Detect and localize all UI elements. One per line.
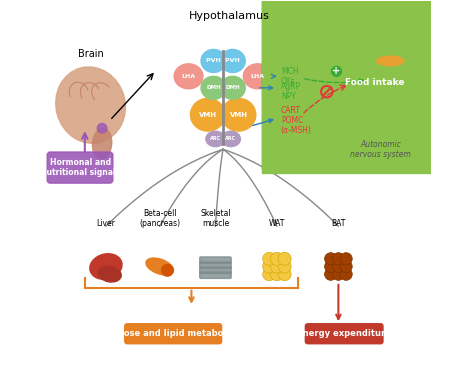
- Text: CART
POMC
(α-MSH): CART POMC (α-MSH): [280, 106, 311, 135]
- Circle shape: [262, 268, 275, 281]
- FancyBboxPatch shape: [199, 257, 231, 264]
- Text: BAT: BAT: [330, 219, 345, 228]
- Text: WAT: WAT: [268, 219, 285, 228]
- FancyBboxPatch shape: [305, 324, 382, 344]
- Ellipse shape: [174, 64, 202, 89]
- Text: Brain: Brain: [78, 49, 103, 59]
- Ellipse shape: [376, 40, 403, 55]
- Text: PVH  PVH: PVH PVH: [206, 58, 239, 63]
- FancyBboxPatch shape: [47, 152, 113, 183]
- FancyBboxPatch shape: [125, 324, 221, 344]
- Ellipse shape: [200, 50, 226, 72]
- Ellipse shape: [243, 64, 271, 89]
- Circle shape: [270, 252, 283, 265]
- Ellipse shape: [161, 265, 173, 276]
- Ellipse shape: [221, 98, 255, 131]
- Ellipse shape: [56, 67, 125, 143]
- Circle shape: [339, 268, 351, 280]
- FancyArrowPatch shape: [161, 220, 164, 224]
- Text: Beta-cell
(pancreas): Beta-cell (pancreas): [139, 209, 180, 228]
- Circle shape: [332, 268, 344, 280]
- Circle shape: [278, 252, 290, 265]
- Circle shape: [270, 268, 283, 281]
- Ellipse shape: [220, 76, 245, 99]
- Ellipse shape: [200, 76, 226, 99]
- Ellipse shape: [206, 131, 225, 147]
- Text: +: +: [332, 66, 340, 76]
- Ellipse shape: [190, 98, 225, 131]
- Text: ARC: ARC: [225, 137, 236, 141]
- FancyArrowPatch shape: [336, 285, 340, 319]
- Circle shape: [339, 260, 351, 273]
- Ellipse shape: [92, 128, 111, 159]
- Ellipse shape: [376, 56, 403, 66]
- Circle shape: [332, 260, 344, 273]
- Text: LHA: LHA: [181, 74, 195, 79]
- FancyArrowPatch shape: [271, 74, 275, 78]
- FancyBboxPatch shape: [262, 0, 476, 173]
- Text: Energy expenditure: Energy expenditure: [297, 329, 390, 338]
- Ellipse shape: [97, 123, 107, 133]
- FancyBboxPatch shape: [199, 267, 231, 274]
- FancyArrowPatch shape: [272, 220, 275, 224]
- Circle shape: [324, 268, 336, 280]
- FancyArrowPatch shape: [189, 290, 193, 302]
- Text: Hormonal and
nutritional signals: Hormonal and nutritional signals: [40, 158, 119, 177]
- Text: DMH: DMH: [206, 86, 220, 90]
- Ellipse shape: [98, 266, 121, 282]
- Circle shape: [339, 253, 351, 265]
- Text: Food intake: Food intake: [345, 77, 404, 87]
- FancyBboxPatch shape: [199, 262, 231, 269]
- FancyBboxPatch shape: [344, 72, 405, 92]
- Circle shape: [278, 260, 290, 273]
- Circle shape: [324, 260, 336, 273]
- FancyBboxPatch shape: [262, 0, 476, 168]
- Ellipse shape: [220, 50, 245, 72]
- Text: LHA: LHA: [250, 74, 264, 79]
- Circle shape: [262, 252, 275, 265]
- Text: Skeletal
muscle: Skeletal muscle: [200, 209, 230, 228]
- Text: VMH: VMH: [198, 112, 216, 118]
- Text: MCH
OXs: MCH OXs: [280, 67, 298, 86]
- Text: Hypothalamus: Hypothalamus: [188, 11, 269, 21]
- FancyArrowPatch shape: [332, 221, 335, 224]
- Ellipse shape: [89, 254, 122, 279]
- FancyBboxPatch shape: [199, 272, 231, 278]
- Circle shape: [278, 268, 290, 281]
- FancyArrowPatch shape: [252, 119, 272, 125]
- Circle shape: [331, 66, 341, 76]
- Text: DMH: DMH: [225, 86, 239, 90]
- Ellipse shape: [146, 258, 173, 275]
- Ellipse shape: [221, 131, 240, 147]
- Circle shape: [262, 260, 275, 273]
- Text: Glucose and lipid metabolism: Glucose and lipid metabolism: [103, 329, 243, 338]
- Circle shape: [324, 253, 336, 265]
- Text: Liver: Liver: [96, 219, 115, 228]
- Circle shape: [332, 253, 344, 265]
- FancyArrowPatch shape: [214, 220, 217, 223]
- FancyArrowPatch shape: [108, 221, 112, 224]
- Text: AgRP
NPY: AgRP NPY: [280, 82, 300, 101]
- Text: Autonomic
nervous system: Autonomic nervous system: [349, 140, 410, 159]
- Circle shape: [270, 260, 283, 273]
- Text: VMH: VMH: [229, 112, 247, 118]
- Text: ARC: ARC: [209, 137, 220, 141]
- FancyArrowPatch shape: [259, 86, 272, 90]
